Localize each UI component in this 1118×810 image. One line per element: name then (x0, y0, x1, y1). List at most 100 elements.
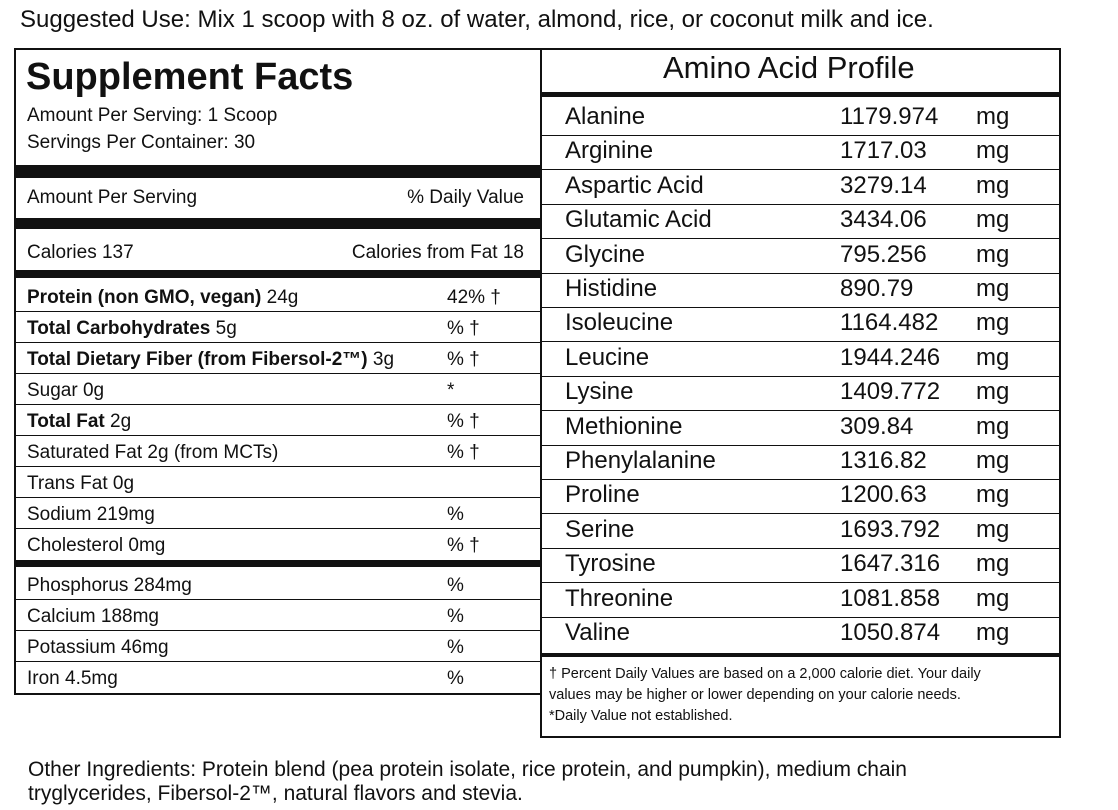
nutrient-text: 2g (104, 411, 132, 432)
other-ingredients: tryglycerides, Fibersol-2™, natural flav… (28, 782, 523, 805)
row-line (540, 375, 1061, 377)
nutrient-text: Phosphorus 284mg (27, 575, 192, 596)
row-line (14, 630, 542, 631)
amino-name: Aspartic Acid (565, 171, 704, 199)
amino-amount: 3279.14 (840, 171, 927, 199)
row-line (540, 169, 1061, 171)
nutrient: Saturated Fat 2g (from MCTs) (27, 443, 278, 462)
daily-value: % (447, 575, 464, 596)
row-line (540, 444, 1061, 446)
amino-name: Isoleucine (565, 309, 674, 337)
nutrient: Protein (non GMO, vegan) 24g (27, 288, 298, 307)
row-line (14, 599, 542, 600)
row-line (540, 513, 1061, 515)
footnote: † Percent Daily Values are based on a 2,… (549, 666, 981, 682)
footnote: values may be higher or lower depending … (549, 687, 961, 703)
daily-value: % † (447, 318, 480, 339)
amino-unit: mg (976, 206, 1010, 234)
nutrient-text: Iron 4.5mg (27, 668, 118, 689)
amino-name: Phenylalanine (565, 447, 716, 474)
amino-unit: mg (976, 481, 1010, 509)
nutrient-text: 3g (367, 349, 395, 370)
row-line (14, 435, 542, 436)
daily-value: % (447, 606, 464, 627)
amino-name: Serine (565, 515, 635, 543)
amino-amount: 1200.63 (840, 481, 927, 509)
amino-name: Methionine (565, 412, 683, 440)
nutrient-bold: Total Carbohydrates (27, 318, 211, 339)
row-line (14, 342, 542, 343)
amino-unit: mg (976, 309, 1010, 337)
amino-unit: mg (976, 275, 1010, 302)
row-line (540, 203, 1061, 205)
nutrient: Sugar 0g (27, 381, 104, 400)
amino-unit: mg (976, 584, 1010, 612)
amino-name: Tyrosine (565, 550, 656, 578)
row-line (540, 341, 1061, 343)
daily-value: % (447, 504, 464, 525)
daily-value: % (447, 668, 464, 689)
nutrient-text: Calcium 188mg (27, 606, 159, 627)
row-line (14, 404, 542, 405)
row-line (540, 479, 1061, 480)
daily-value: % † (447, 535, 480, 556)
nutrient-text: Sodium 219mg (27, 504, 155, 525)
divider (14, 218, 542, 229)
divider (14, 560, 542, 567)
amino-unit: mg (976, 103, 1010, 130)
amino-amount: 1081.858 (840, 584, 941, 612)
amino-amount: 1409.772 (840, 378, 941, 406)
amino-amount: 1944.246 (840, 343, 941, 371)
nutrient-text: Potassium 46mg (27, 637, 169, 658)
amino-amount: 3434.06 (840, 206, 927, 234)
nutrient: Calcium 188mg (27, 607, 159, 626)
amino-unit: mg (976, 619, 1010, 646)
amino-amount: 1693.792 (840, 515, 941, 543)
divider (14, 270, 542, 278)
divider (14, 165, 542, 178)
nutrient-text: 5g (210, 318, 237, 339)
daily-value: * (447, 380, 455, 401)
daily-value: % (447, 637, 464, 658)
daily-value: % † (447, 442, 480, 463)
amino-name: Threonine (565, 584, 674, 612)
amino-amount: 1164.482 (840, 309, 939, 337)
amino-unit: mg (976, 412, 1010, 440)
amino-unit: mg (976, 137, 1010, 165)
amino-name: Arginine (565, 137, 654, 165)
amino-amount: 309.84 (840, 412, 914, 440)
nutrient: Sodium 219mg (27, 505, 155, 524)
nutrient-text: 24g (261, 287, 299, 308)
amino-amount: 1717.03 (840, 137, 927, 165)
nutrient-bold: Protein (non GMO, vegan) (27, 287, 262, 308)
amino-box (540, 48, 1061, 738)
amino-name: Lysine (565, 378, 634, 406)
nutrient: Potassium 46mg (27, 638, 169, 657)
other-ingredients: Other Ingredients: Protein blend (pea pr… (28, 758, 907, 781)
amino-amount: 1316.82 (840, 447, 927, 474)
row-line (540, 582, 1061, 584)
row-line (540, 616, 1061, 618)
nutrient: Total Dietary Fiber (from Fibersol-2™) 3… (27, 350, 394, 369)
header-right: % Daily Value (407, 187, 524, 208)
amino-amount: 1647.316 (840, 550, 941, 578)
divider (540, 653, 1061, 657)
amino-amount: 890.79 (840, 275, 914, 302)
nutrient-bold: Total Dietary Fiber (from Fibersol-2™) (27, 349, 368, 370)
amino-title: Amino Acid Profile (663, 50, 915, 85)
row-line (540, 272, 1061, 274)
row-line (14, 311, 542, 312)
amino-amount: 1050.874 (840, 619, 941, 646)
row-line (540, 307, 1061, 308)
daily-value: 42% † (447, 287, 501, 308)
row-line (14, 466, 542, 467)
header-left: Amount Per Serving (27, 187, 198, 208)
amino-unit: mg (976, 515, 1010, 543)
nutrient: Iron 4.5mg (27, 669, 118, 688)
daily-value: % † (447, 411, 480, 432)
amino-name: Alanine (565, 103, 646, 130)
divider (540, 92, 1061, 97)
amino-name: Proline (565, 481, 640, 509)
nutrient-text: Cholesterol 0mg (27, 535, 166, 556)
